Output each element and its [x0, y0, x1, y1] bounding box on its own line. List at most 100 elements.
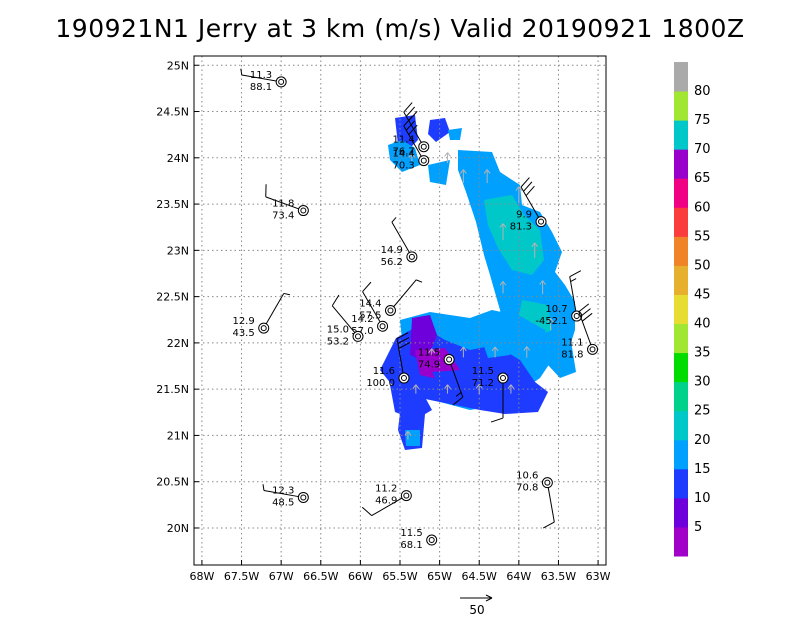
colorbar-segment [674, 381, 688, 412]
wind-barb-feather [542, 521, 555, 529]
y-tick-label: 21N [167, 429, 189, 442]
shade-south-tail-cyan [405, 430, 420, 446]
wind-barb-feather [520, 177, 530, 188]
wind-barb-feather [397, 337, 410, 345]
station-value-top: 10.6 [516, 471, 538, 482]
wind-barb-feather [578, 303, 590, 313]
x-tick-label: 64.5W [462, 570, 497, 583]
colorbar-label: 65 [694, 171, 711, 186]
wind-speed-shading [380, 115, 576, 450]
y-tick-label: 23.5N [156, 198, 189, 211]
station-circle-inner [300, 207, 307, 214]
wind-barb-staff [396, 338, 405, 379]
colorbar-label: 55 [694, 229, 711, 244]
colorbar-segment [674, 149, 688, 179]
x-tick-label: 66.5W [303, 570, 338, 583]
wind-barb-staff [331, 305, 359, 337]
station-marker: 14.956.2 [381, 217, 418, 268]
station-value-top: 11.6 [373, 366, 395, 377]
wind-barb-half-feather [416, 279, 423, 283]
wind-barb-staff [403, 125, 425, 161]
map-title: 190921N1 Jerry at 3 km (m/s) Valid 20190… [55, 14, 745, 43]
station-value-bottom: 70.3 [393, 161, 415, 172]
shade-north-blue-2 [428, 118, 450, 142]
station-circle-inner [420, 157, 427, 164]
wind-vector-head [444, 384, 451, 389]
colorbar-label: 30 [694, 375, 711, 390]
station-circle [418, 155, 430, 167]
station-circle [297, 205, 309, 217]
colorbar-segment [674, 120, 688, 150]
colorbar-segment [674, 323, 688, 354]
station-value-top: 14.9 [381, 245, 403, 256]
wind-vector-head [523, 346, 531, 351]
colorbar-segment [674, 439, 688, 470]
station-circle [535, 216, 547, 228]
colorbar-segment [674, 236, 688, 266]
colorbar-segment [674, 178, 688, 208]
colorbar-segment [674, 410, 688, 441]
station-value-bottom: 43.5 [232, 328, 254, 339]
station-circle-inner [538, 218, 545, 225]
station-circle [418, 141, 430, 153]
wind-barb-feather [523, 181, 533, 192]
wind-barb-half-feather [283, 292, 291, 296]
wind-barb-feather [403, 102, 413, 113]
colorbar-segment [674, 352, 688, 383]
colorbar-label: 25 [694, 404, 711, 419]
x-tick-label: 66W [348, 570, 373, 583]
wind-barb-staff [448, 359, 464, 398]
wind-vector-head [412, 384, 420, 389]
station-value-top: 10.7 [545, 304, 567, 315]
station-observations: 11.388.111.873.412.943.514.956.214.457.5… [232, 68, 599, 551]
station-circle-inner [428, 537, 435, 544]
colorbar-label: 75 [694, 113, 711, 128]
wind-vector-head [459, 346, 467, 352]
shade-east-cyan-low [540, 335, 576, 378]
wind-vector-head [491, 346, 499, 352]
wind-barb-feather [581, 312, 593, 322]
station-value-top: 11.5 [418, 348, 440, 359]
reference-arrowhead [485, 594, 493, 602]
wind-vector-head [515, 186, 523, 191]
wind-barb-feather [403, 116, 413, 127]
x-tick-label: 65W [427, 570, 452, 583]
station-marker: 12.943.5 [232, 292, 291, 339]
station-value-bottom: 70.8 [516, 483, 538, 494]
station-circle [400, 490, 412, 502]
station-value-top: 11.5 [472, 366, 494, 377]
y-tick-label: 24N [167, 152, 189, 165]
colorbar-segment [674, 526, 688, 557]
station-circle-inner [300, 494, 307, 501]
station-value-top: 11.5 [400, 528, 422, 539]
station-marker: 11.181.8 [561, 303, 599, 360]
y-tick-label: 24.5N [156, 106, 189, 119]
wind-barb-feather [331, 294, 340, 307]
station-circle-inner [355, 333, 362, 340]
wind-barb-staff [371, 495, 407, 517]
wind-barb-half-feather [262, 484, 265, 491]
station-marker: 11.388.1 [240, 68, 287, 93]
wind-barb-feather [490, 417, 504, 423]
y-tick-label: 22N [167, 337, 189, 350]
station-marker: 9.981.3 [510, 177, 547, 233]
station-value-bottom: -452.1 [535, 316, 567, 327]
colorbar-label: 35 [694, 346, 711, 361]
station-marker: 12.348.5 [262, 484, 309, 508]
station-marker: 10.670.8 [516, 471, 555, 529]
station-circle-inner [403, 492, 410, 499]
wind-barb-staff [391, 221, 413, 258]
station-value-bottom: 71.2 [472, 378, 494, 389]
station-circle-inner [387, 307, 394, 314]
station-marker: 11.246.9 [361, 484, 412, 517]
colorbar-label: 40 [694, 317, 711, 332]
latitude-tick-labels: 20N 20.5N 21N 21.5N 22N 22.5N 23N 23.5N 24N 24.5N… [156, 59, 189, 535]
station-value-bottom: 57.0 [351, 326, 373, 337]
station-value-top: 11.4 [393, 135, 415, 146]
station-circle-inner [379, 323, 386, 330]
station-circle [443, 354, 455, 366]
station-value-top: 11.3 [250, 70, 272, 81]
wind-vector-head [547, 318, 554, 323]
colorbar-label: 10 [694, 491, 711, 506]
